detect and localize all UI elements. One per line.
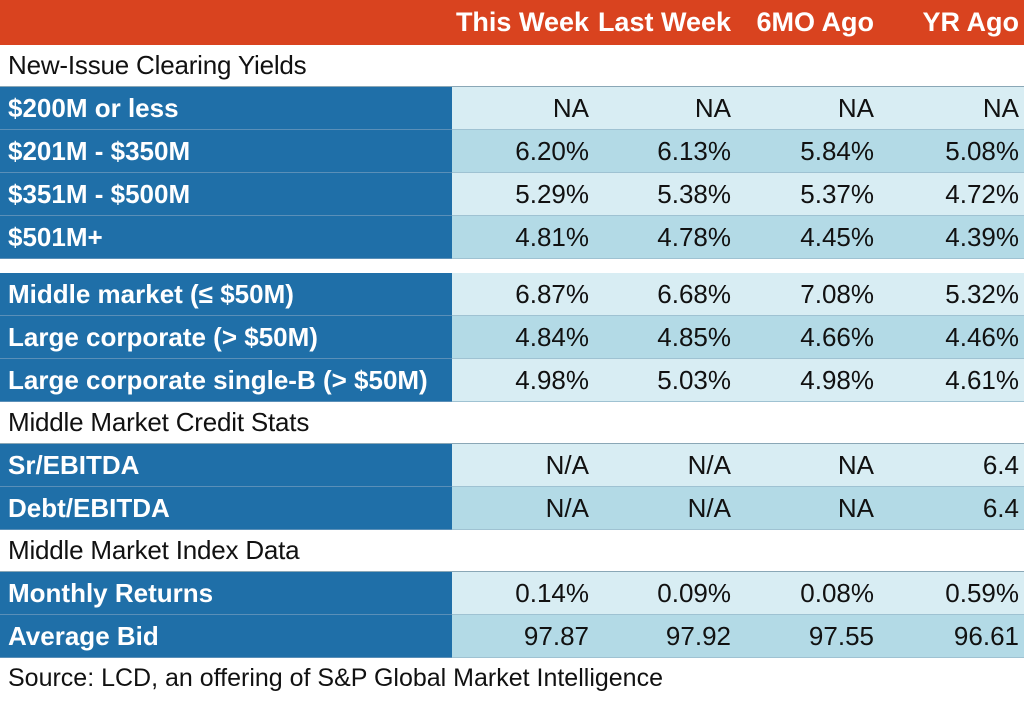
cell-last-week: 97.92 (594, 615, 736, 658)
section-credit-stats: Middle Market Credit Stats (0, 402, 1024, 444)
header-this-week: This Week (455, 7, 589, 37)
table-row: $501M+ 4.81% 4.78% 4.45% 4.39% (0, 216, 1024, 259)
section-clearing-yields: New-Issue Clearing Yields (0, 45, 1024, 87)
cell-yr-ago: 0.59% (879, 572, 1024, 615)
cell-yr-ago: 6.4 (879, 444, 1024, 487)
section-title: Middle Market Credit Stats (8, 407, 310, 437)
cell-yr-ago: 4.39% (879, 216, 1024, 259)
table-row: Debt/EBITDA N/A N/A NA 6.4 (0, 487, 1024, 530)
table-row: $201M - $350M 6.20% 6.13% 5.84% 5.08% (0, 130, 1024, 173)
cell-this-week: 4.98% (452, 359, 594, 402)
cell-last-week: 4.78% (594, 216, 736, 259)
row-spacer (0, 259, 1024, 273)
table-row: Sr/EBITDA N/A N/A NA 6.4 (0, 444, 1024, 487)
cell-6mo-ago: 7.08% (736, 273, 879, 316)
cell-last-week: 4.85% (594, 316, 736, 359)
cell-last-week: N/A (594, 487, 736, 530)
cell-this-week: 0.14% (452, 572, 594, 615)
section-index-data: Middle Market Index Data (0, 530, 1024, 572)
cell-6mo-ago: 4.66% (736, 316, 879, 359)
row-label: Average Bid (0, 615, 452, 658)
cell-yr-ago: 4.72% (879, 173, 1024, 216)
cell-this-week: NA (452, 87, 594, 130)
row-label: $501M+ (0, 216, 452, 259)
cell-6mo-ago: 0.08% (736, 572, 879, 615)
cell-yr-ago: 5.32% (879, 273, 1024, 316)
cell-6mo-ago: NA (736, 487, 879, 530)
cell-last-week: 6.13% (594, 130, 736, 173)
source-text: Source: LCD, an offering of S&P Global M… (8, 663, 663, 692)
cell-last-week: 6.68% (594, 273, 736, 316)
header-label-cell (0, 0, 452, 45)
table-row: $351M - $500M 5.29% 5.38% 5.37% 4.72% (0, 173, 1024, 216)
cell-last-week: 0.09% (594, 572, 736, 615)
cell-6mo-ago: 4.98% (736, 359, 879, 402)
cell-this-week: N/A (452, 444, 594, 487)
cell-6mo-ago: 5.37% (736, 173, 879, 216)
cell-yr-ago: 6.4 (879, 487, 1024, 530)
cell-this-week: 97.87 (452, 615, 594, 658)
cell-this-week: N/A (452, 487, 594, 530)
table-row: $200M or less NA NA NA NA (0, 87, 1024, 130)
cell-this-week: 4.84% (452, 316, 594, 359)
table-row: Large corporate (> $50M) 4.84% 4.85% 4.6… (0, 316, 1024, 359)
section-title: Middle Market Index Data (8, 535, 300, 565)
table-row: Large corporate single-B (> $50M) 4.98% … (0, 359, 1024, 402)
cell-6mo-ago: 97.55 (736, 615, 879, 658)
cell-yr-ago: 4.46% (879, 316, 1024, 359)
row-label: Sr/EBITDA (0, 444, 452, 487)
table-header: This Week Last Week 6MO Ago YR Ago (0, 0, 1024, 45)
header-6mo-ago: 6MO Ago (756, 7, 875, 37)
row-label: $201M - $350M (0, 130, 452, 173)
row-label: Monthly Returns (0, 572, 452, 615)
cell-last-week: 5.38% (594, 173, 736, 216)
row-label: Large corporate single-B (> $50M) (0, 359, 452, 402)
row-label: $200M or less (0, 87, 452, 130)
row-label: $351M - $500M (0, 173, 452, 216)
cell-last-week: 5.03% (594, 359, 736, 402)
cell-yr-ago: NA (879, 87, 1024, 130)
cell-this-week: 6.87% (452, 273, 594, 316)
section-title: New-Issue Clearing Yields (8, 50, 307, 80)
cell-this-week: 4.81% (452, 216, 594, 259)
cell-6mo-ago: 5.84% (736, 130, 879, 173)
cell-last-week: NA (594, 87, 736, 130)
row-label: Large corporate (> $50M) (0, 316, 452, 359)
table-row: Middle market (≤ $50M) 6.87% 6.68% 7.08%… (0, 273, 1024, 316)
row-label: Debt/EBITDA (0, 487, 452, 530)
cell-6mo-ago: 4.45% (736, 216, 879, 259)
table-row: Monthly Returns 0.14% 0.09% 0.08% 0.59% (0, 572, 1024, 615)
cell-yr-ago: 4.61% (879, 359, 1024, 402)
cell-6mo-ago: NA (736, 444, 879, 487)
cell-last-week: N/A (594, 444, 736, 487)
header-last-week: Last Week (597, 7, 731, 37)
cell-this-week: 6.20% (452, 130, 594, 173)
row-label: Middle market (≤ $50M) (0, 273, 452, 316)
cell-yr-ago: 5.08% (879, 130, 1024, 173)
table-row: Average Bid 97.87 97.92 97.55 96.61 (0, 615, 1024, 658)
cell-6mo-ago: NA (736, 87, 879, 130)
cell-this-week: 5.29% (452, 173, 594, 216)
header-yr-ago: YR Ago (922, 7, 1020, 37)
source-note: Source: LCD, an offering of S&P Global M… (0, 658, 1024, 698)
cell-yr-ago: 96.61 (879, 615, 1024, 658)
